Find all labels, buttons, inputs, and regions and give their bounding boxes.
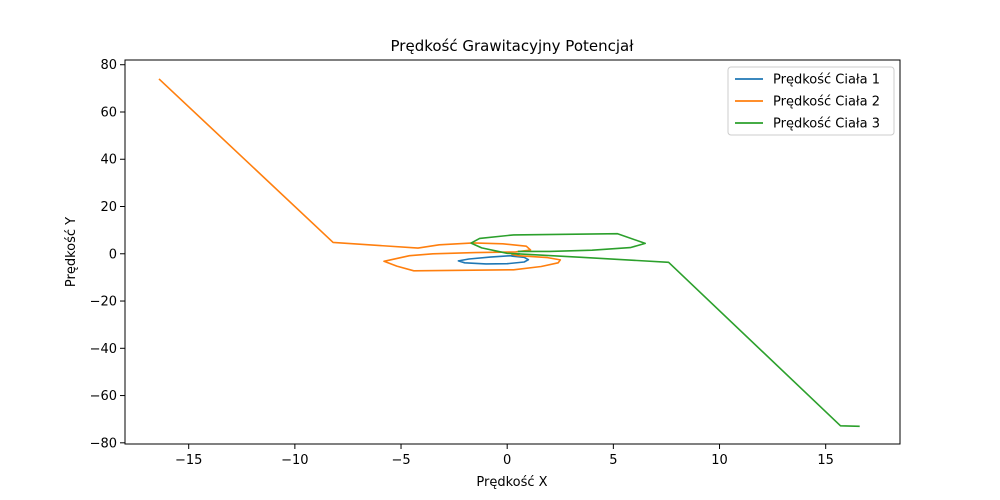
legend-label-1: Prędkość Ciała 1	[773, 73, 880, 88]
y-tick-label: −80	[90, 436, 117, 451]
legend-label-3: Prędkość Ciała 3	[773, 117, 880, 132]
y-tick-label: −40	[90, 342, 117, 357]
y-tick-label: −60	[90, 389, 117, 404]
y-tick-label: 20	[100, 200, 117, 215]
series-line-1	[457, 253, 530, 265]
x-tick-label: −10	[281, 453, 308, 468]
series-line-2	[158, 78, 562, 272]
x-tick-label: 0	[503, 453, 511, 468]
y-tick-label: 60	[100, 105, 117, 120]
x-tick-label: −5	[391, 453, 410, 468]
x-tick-label: −15	[175, 453, 202, 468]
y-axis-label: Prędkość Y	[64, 217, 79, 287]
x-tick-label: 10	[711, 453, 728, 468]
y-tick-label: 40	[100, 153, 117, 168]
legend: Prędkość Ciała 1 Prędkość Ciała 2 Prędkość…	[727, 66, 895, 136]
axis-ticks: −15 −10 −5 0 5 10 15 −80 −60 −40 −20 0 20 40 60 80	[90, 58, 834, 468]
y-tick-label: 80	[100, 58, 117, 73]
y-tick-label: 0	[109, 247, 117, 262]
x-tick-label: 15	[817, 453, 834, 468]
plot-area	[158, 78, 860, 428]
x-axis-label: Prędkość X	[476, 475, 547, 490]
plot-frame	[124, 59, 901, 445]
x-tick-label: 5	[609, 453, 617, 468]
chart-title: Prędkość Grawitacyjny Potencjał	[391, 37, 635, 55]
series-line-3	[470, 232, 860, 428]
y-tick-label: −20	[90, 295, 117, 310]
legend-label-2: Prędkość Ciała 2	[773, 95, 880, 110]
legend-box	[727, 66, 895, 136]
